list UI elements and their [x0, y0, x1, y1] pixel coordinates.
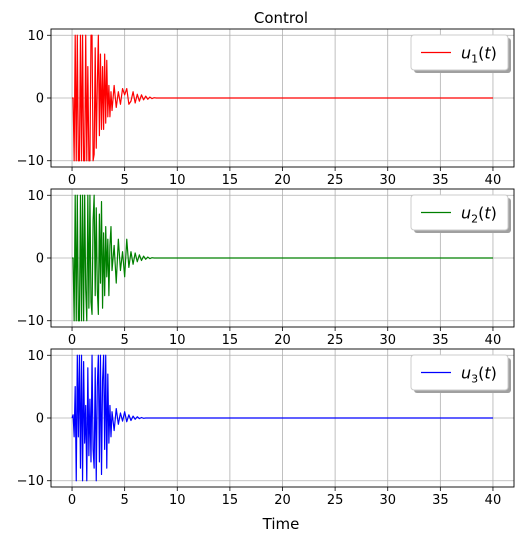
- subplot-2: 0 5 10 15 20 25 30 35 40 −10 0 10 u2(t): [17, 188, 515, 348]
- legend: u1(t): [410, 34, 511, 73]
- x-tick-label: 15: [222, 333, 239, 348]
- x-tick-label: 0: [68, 333, 76, 348]
- y-tick-label: 0: [36, 92, 44, 107]
- series-line-u3(t): [71, 354, 493, 482]
- legend-label-close: ): [491, 364, 497, 383]
- y-tick-label: −10: [17, 314, 44, 329]
- legend-label-close: ): [491, 204, 497, 223]
- x-tick-label: 10: [169, 493, 186, 508]
- subplot-1: 0 5 10 15 20 25 30 35 40 −10 0 10 u1(t): [17, 28, 515, 188]
- legend-box: [410, 194, 509, 231]
- legend: u2(t): [410, 194, 511, 233]
- legend-label-var: t: [484, 364, 491, 383]
- y-tick-label: 10: [27, 349, 44, 364]
- x-tick-label: 5: [121, 333, 129, 348]
- x-tick-label: 5: [121, 493, 129, 508]
- x-tick-label: 10: [169, 173, 186, 188]
- y-tick-label: 0: [36, 252, 44, 267]
- legend-label: u1(t): [461, 44, 497, 66]
- legend-label: u3(t): [461, 364, 497, 386]
- legend-label-suffix: (: [478, 364, 484, 383]
- x-tick-label: 30: [379, 333, 396, 348]
- x-tick-label: 35: [432, 173, 449, 188]
- x-tick-label: 20: [274, 333, 291, 348]
- legend-label-suffix: (: [478, 44, 484, 63]
- x-tick-label: 25: [327, 493, 344, 508]
- x-tick-label: 25: [327, 173, 344, 188]
- x-tick-label: 10: [169, 333, 186, 348]
- legend-label-sub: 3: [471, 373, 478, 386]
- x-tick-label: 15: [222, 493, 239, 508]
- legend-label: u2(t): [461, 204, 497, 226]
- x-tick-label: 35: [432, 493, 449, 508]
- x-tick-label: 15: [222, 173, 239, 188]
- x-tick-label: 0: [68, 493, 76, 508]
- y-tick-label: 10: [27, 189, 44, 204]
- legend-label-var: t: [484, 44, 491, 63]
- x-tick-label: 0: [68, 173, 76, 188]
- subplot-3: 0 5 10 15 20 25 30 35 40 −10 0 10 u3(t): [17, 348, 515, 508]
- series-line-u2(t): [72, 194, 493, 322]
- x-tick-label: 25: [327, 333, 344, 348]
- y-tick-label: 10: [27, 29, 44, 44]
- x-axis-label: Time: [262, 515, 300, 533]
- x-tick-label: 20: [274, 173, 291, 188]
- legend-label-sub: 1: [471, 53, 478, 66]
- legend-label-base: u: [461, 204, 471, 223]
- x-tick-label: 40: [485, 173, 502, 188]
- chart-title: Control: [254, 9, 308, 27]
- legend-label-sub: 2: [471, 213, 478, 226]
- legend-label-close: ): [491, 44, 497, 63]
- x-tick-label: 35: [432, 333, 449, 348]
- legend-label-var: t: [484, 204, 491, 223]
- x-tick-label: 20: [274, 493, 291, 508]
- legend-box: [410, 34, 509, 71]
- y-tick-label: 0: [36, 412, 44, 427]
- x-tick-label: 40: [485, 493, 502, 508]
- x-tick-label: 30: [379, 173, 396, 188]
- legend-label-suffix: (: [478, 204, 484, 223]
- x-tick-label: 5: [121, 173, 129, 188]
- x-tick-label: 40: [485, 333, 502, 348]
- legend-label-base: u: [461, 44, 471, 63]
- y-tick-label: −10: [17, 474, 44, 489]
- series-line-u1(t): [72, 34, 493, 162]
- x-tick-label: 30: [379, 493, 396, 508]
- y-tick-label: −10: [17, 154, 44, 169]
- legend: u3(t): [410, 354, 511, 393]
- legend-label-base: u: [461, 364, 471, 383]
- legend-box: [410, 354, 509, 391]
